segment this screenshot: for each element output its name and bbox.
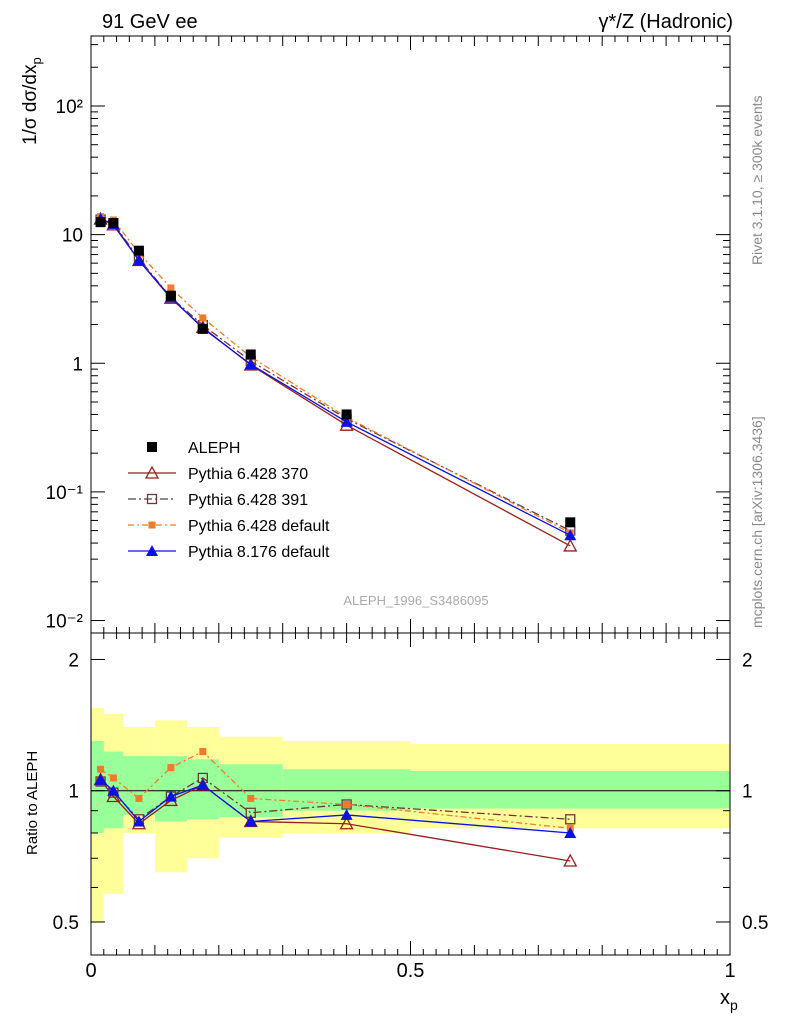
main-y-tick-label: 10 xyxy=(62,226,83,247)
ratio-point-pdef xyxy=(109,774,117,782)
main-point-data xyxy=(133,245,144,256)
main-point-pdef xyxy=(167,284,175,292)
header-right-title: γ*/Z (Hadronic) xyxy=(599,11,733,33)
ratio-point-p8 xyxy=(340,808,353,820)
ratio-point-p8 xyxy=(132,815,145,827)
ratio-point-p370 xyxy=(563,853,578,867)
ratio-point-pdef xyxy=(167,764,175,772)
ratio-x-tick-label: 0 xyxy=(85,960,96,982)
ratio-line-p8 xyxy=(100,779,571,834)
main-y-tick-label: 10² xyxy=(56,97,83,118)
ratio-uncertainty-bands xyxy=(91,707,730,922)
main-point-p8 xyxy=(340,415,353,427)
main-point-pdef xyxy=(199,314,207,322)
ratio-point-p8 xyxy=(94,773,107,785)
header-left-title: 91 GeV ee xyxy=(102,11,198,33)
main-point-data xyxy=(95,217,106,228)
legend-label-pdef: Pythia 6.428 default xyxy=(188,518,330,535)
main-point-data xyxy=(565,517,576,528)
xlabel-main: x xyxy=(720,987,730,1009)
rivet-label: Rivet 3.1.10, ≥ 300k events xyxy=(749,95,765,265)
legend: ALEPH Pythia 6.428 370 Pythia 6.428 391 Pyt… xyxy=(128,440,330,561)
xlabel-subscript: p xyxy=(730,997,738,1013)
main-y-tick-label: 10⁻¹ xyxy=(46,483,84,504)
main-y-tick-label: 10⁻² xyxy=(46,612,84,633)
ratio-y-tick-label: 1 xyxy=(68,782,79,803)
main-ylabel: 1/σ dσ/dxp xyxy=(20,57,44,145)
legend-marker-p8 xyxy=(146,545,158,556)
ratio-point-p8 xyxy=(244,815,257,827)
ratio-axis-ticks: 0 0.5 1 0.5 0.5 1 1 2 2 xyxy=(53,633,768,982)
analysis-watermark: ALEPH_1996_S3486095 xyxy=(343,593,488,608)
legend-label-p391: Pythia 6.428 391 xyxy=(188,492,308,509)
main-point-p8 xyxy=(564,529,577,541)
legend-label-p8: Pythia 8.176 default xyxy=(188,544,330,561)
ratio-line-pdef xyxy=(100,750,571,829)
ratio-y-tick-label: 2 xyxy=(68,650,79,671)
legend-label-data: ALEPH xyxy=(188,440,240,457)
ratio-y-tick-label-right: 1 xyxy=(742,782,753,803)
main-ylabel-subscript: p xyxy=(29,57,44,64)
ratio-band-green xyxy=(122,756,155,815)
ratio-y-tick-label-right: 2 xyxy=(742,650,753,671)
ratio-point-pdef xyxy=(199,748,207,756)
main-point-p370 xyxy=(563,538,578,552)
ratio-point-p8 xyxy=(164,790,177,802)
ratio-point-pdef xyxy=(135,794,143,802)
ratio-point-p8 xyxy=(107,784,120,796)
main-ylabel-text: 1/σ dσ/dx xyxy=(20,64,41,145)
main-point-data xyxy=(165,290,176,301)
ratio-xlabel: xp xyxy=(720,987,738,1013)
main-point-data xyxy=(197,323,208,334)
ratio-x-tick-label: 0.5 xyxy=(397,960,425,982)
ratio-point-p8 xyxy=(564,826,577,838)
ratio-point-p370 xyxy=(339,816,354,830)
ratio-point-p391 xyxy=(565,814,576,825)
ratio-point-pdef xyxy=(97,765,105,773)
ratio-point-p8 xyxy=(196,779,209,791)
legend-marker-p370 xyxy=(144,465,160,479)
mcplots-label: mcplots.cern.ch [arXiv:1306.3436] xyxy=(749,416,765,628)
legend-marker-data xyxy=(147,442,157,452)
main-y-tick-label: 1 xyxy=(72,354,83,375)
main-line-p391 xyxy=(100,218,571,532)
ratio-y-tick-label-right: 0.5 xyxy=(742,913,768,934)
main-plot-frame xyxy=(90,35,731,634)
main-point-data xyxy=(245,349,256,360)
main-line-pdef xyxy=(100,216,571,534)
ratio-ylabel: Ratio to ALEPH xyxy=(24,751,41,855)
ratio-series-group xyxy=(93,748,578,867)
legend-marker-pdef xyxy=(148,521,156,529)
ratio-point-pdef xyxy=(343,800,351,808)
ratio-band-green xyxy=(91,741,104,833)
ratio-x-tick-label: 1 xyxy=(724,960,735,982)
main-point-p8 xyxy=(244,358,257,370)
ratio-point-pdef xyxy=(247,794,255,802)
ratio-y-tick-label: 0.5 xyxy=(53,913,79,934)
main-point-p8 xyxy=(132,254,145,266)
legend-marker-p391 xyxy=(146,493,158,505)
ratio-band-green xyxy=(410,770,730,809)
legend-label-p370: Pythia 6.428 370 xyxy=(188,466,308,483)
main-series-group xyxy=(93,211,578,552)
main-point-data xyxy=(108,218,119,229)
main-point-data xyxy=(341,409,352,420)
main-axis-ticks: 10⁻² 10⁻¹ 1 10 10² xyxy=(46,36,731,633)
main-line-p8 xyxy=(100,218,571,536)
